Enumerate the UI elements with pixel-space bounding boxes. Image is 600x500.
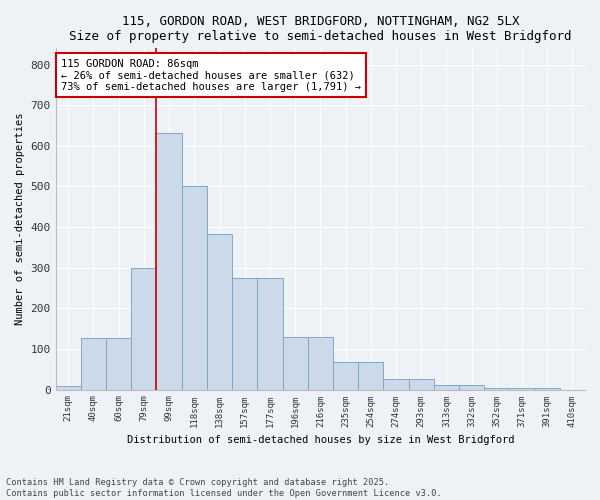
Bar (131, 268, 157, 390)
Y-axis label: Number of semi-detached properties: Number of semi-detached properties (15, 112, 25, 325)
Bar (207, 234, 232, 390)
Bar (358, 362, 383, 390)
Bar (509, 388, 535, 390)
Bar (182, 186, 207, 390)
Bar (56, 386, 81, 390)
Text: Contains HM Land Registry data © Crown copyright and database right 2025.
Contai: Contains HM Land Registry data © Crown c… (6, 478, 442, 498)
X-axis label: Distribution of semi-detached houses by size in West Bridgford: Distribution of semi-detached houses by … (127, 435, 514, 445)
Bar (333, 362, 358, 390)
Bar (409, 380, 434, 390)
Bar (484, 388, 509, 390)
Bar (106, 338, 131, 390)
Bar (257, 278, 283, 390)
Bar (283, 336, 308, 390)
Bar (232, 278, 257, 390)
Bar (383, 380, 409, 390)
Bar (308, 336, 333, 390)
Text: 115 GORDON ROAD: 86sqm
← 26% of semi-detached houses are smaller (632)
73% of se: 115 GORDON ROAD: 86sqm ← 26% of semi-det… (61, 58, 361, 92)
Bar (459, 386, 484, 390)
Bar (81, 338, 106, 390)
Bar (157, 133, 182, 390)
Bar (535, 388, 560, 390)
Title: 115, GORDON ROAD, WEST BRIDGFORD, NOTTINGHAM, NG2 5LX
Size of property relative : 115, GORDON ROAD, WEST BRIDGFORD, NOTTIN… (69, 15, 572, 43)
Bar (434, 386, 459, 390)
